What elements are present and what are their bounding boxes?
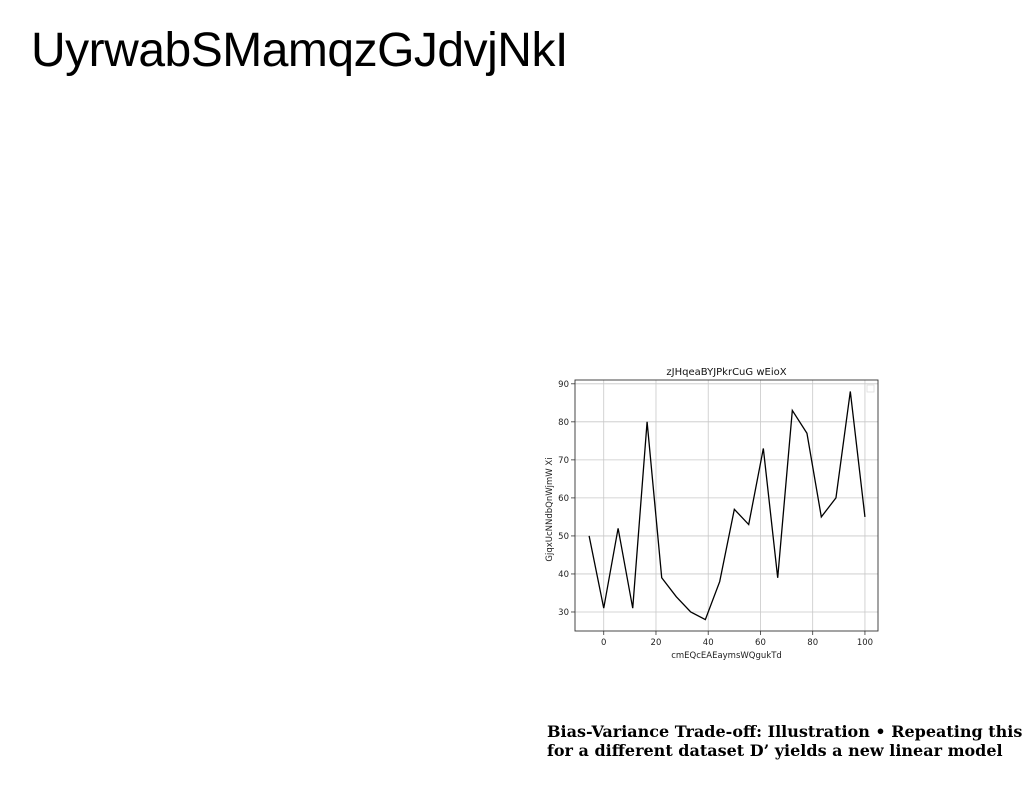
legend-box [866, 384, 875, 393]
x-tick-label: 60 [755, 638, 766, 648]
x-tick-label: 20 [651, 638, 662, 648]
y-tick-label: 80 [558, 418, 569, 428]
y-tick-label: 40 [558, 570, 569, 580]
chart-axes [571, 379, 879, 635]
x-tick-label: 80 [807, 638, 818, 648]
chart-labels: 0 20 40 60 80 100 30 40 50 60 70 80 90 zJHqeaBYJPkrCu… [545, 367, 873, 661]
chart-svg: 0 20 40 60 80 100 30 40 50 60 70 80 90 zJHqeaBYJPkrCu… [545, 367, 879, 661]
slide-title: UyrwabSMamqzGJdvjNkI [31, 24, 568, 77]
y-tick-label: 70 [558, 456, 569, 466]
x-tick-label: 0 [601, 638, 606, 648]
x-axis-label: cmEQcEAEaymsWQgukTd [671, 651, 782, 661]
plot-frame [574, 379, 879, 632]
chart-title: zJHqeaBYJPkrCuG wEioX [666, 367, 786, 378]
chart-series [588, 391, 866, 621]
slide-caption: Bias-Variance Trade-off: Illustration • … [547, 722, 1024, 760]
caption-line-1: Bias-Variance Trade-off: Illustration • … [547, 722, 1023, 741]
x-tick-label: 100 [857, 638, 873, 648]
y-tick-label: 50 [558, 532, 569, 542]
y-tick-label: 90 [558, 380, 569, 390]
x-tick-label: 40 [703, 638, 714, 648]
caption-line-2: for a different dataset D’ yields a new … [547, 741, 1003, 760]
y-axis-label: GjqxUcNNdbQnWjmW Xi [545, 457, 555, 561]
chart-grid [575, 380, 878, 631]
series-line [588, 391, 866, 621]
line-chart: 0 20 40 60 80 100 30 40 50 60 70 80 90 zJHqeaBYJPkrCu… [540, 360, 890, 670]
y-tick-label: 30 [558, 608, 569, 618]
y-tick-label: 60 [558, 494, 569, 504]
